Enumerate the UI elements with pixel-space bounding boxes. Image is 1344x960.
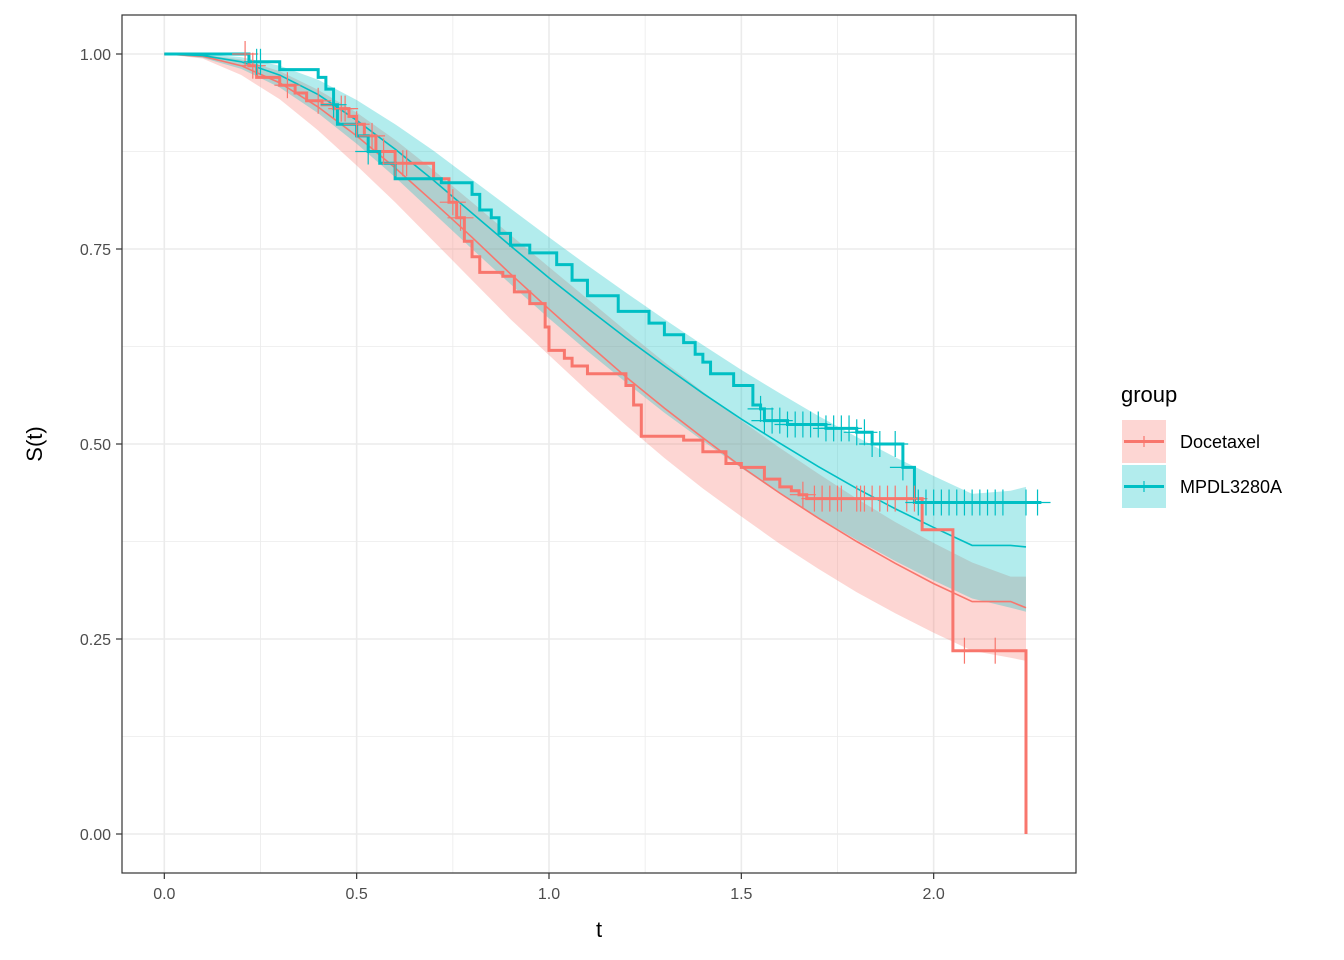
fitted-curves (164, 53, 1027, 609)
legend-label: Docetaxel (1180, 432, 1260, 452)
censor-mark-docetaxel (343, 111, 370, 138)
censor-mark-mpdl3280a (889, 454, 916, 481)
censor-mark-docetaxel (447, 204, 474, 231)
censor-mark-mpdl3280a (355, 138, 382, 165)
censor-marks (232, 41, 1051, 664)
y-axis-title: S(t) (22, 426, 47, 461)
fit-line-mpdl3280a (164, 53, 1027, 548)
x-axis: 0.0 0.5 1.0 1.5 2.0 (153, 873, 945, 903)
censor-mark-mpdl3280a (989, 489, 1016, 516)
censor-mark-docetaxel (232, 41, 259, 67)
censor-mark-docetaxel (439, 189, 466, 216)
y-tick-label: 0.75 (80, 242, 111, 259)
x-tick-label: 1.5 (730, 886, 752, 903)
grid-major (122, 15, 1076, 873)
y-axis: 0.00 0.25 0.50 0.75 1.00 (80, 47, 122, 844)
censor-mark-mpdl3280a (320, 91, 347, 118)
y-tick-label: 1.00 (80, 47, 111, 64)
x-tick-label: 0.0 (153, 886, 175, 903)
censor-mark-mpdl3280a (766, 407, 793, 434)
censor-mark-docetaxel (239, 52, 266, 79)
legend: group Docetaxel MPDL3280A (1121, 382, 1282, 508)
censor-mark-mpdl3280a (1024, 489, 1051, 516)
censor-mark-docetaxel (305, 87, 332, 114)
x-tick-label: 0.5 (346, 886, 368, 903)
legend-label: MPDL3280A (1180, 477, 1282, 497)
censor-mark-docetaxel (393, 150, 420, 177)
confidence-ribbons (164, 54, 1026, 661)
grid-minor (122, 15, 1076, 873)
censor-mark-mpdl3280a (805, 411, 832, 438)
x-tick-label: 2.0 (923, 886, 945, 903)
y-tick-label: 0.00 (80, 827, 111, 844)
legend-title: group (1121, 382, 1177, 407)
x-axis-title: t (596, 917, 602, 942)
legend-item-docetaxel: Docetaxel (1122, 420, 1260, 463)
censor-mark-mpdl3280a (882, 431, 909, 457)
legend-item-mpdl3280a: MPDL3280A (1122, 465, 1282, 508)
ci-ribbon-mpdl3280a (164, 54, 1026, 612)
censor-mark-docetaxel (982, 637, 1009, 664)
censor-mark-mpdl3280a (851, 419, 878, 446)
censor-mark-docetaxel (789, 481, 816, 508)
censor-mark-docetaxel (332, 95, 359, 122)
censor-mark-mpdl3280a (247, 48, 274, 75)
ci-ribbon-docetaxel (164, 54, 1026, 661)
censor-mark-docetaxel (359, 122, 386, 149)
censor-mark-docetaxel (274, 72, 301, 99)
x-tick-label: 1.0 (538, 886, 560, 903)
fit-line-docetaxel (164, 53, 1027, 609)
censor-mark-docetaxel (951, 637, 978, 664)
censor-mark-docetaxel (901, 485, 928, 512)
censor-mark-mpdl3280a (836, 415, 863, 442)
censor-mark-mpdl3280a (747, 395, 774, 422)
y-tick-label: 0.50 (80, 437, 111, 454)
y-tick-label: 0.25 (80, 632, 111, 649)
